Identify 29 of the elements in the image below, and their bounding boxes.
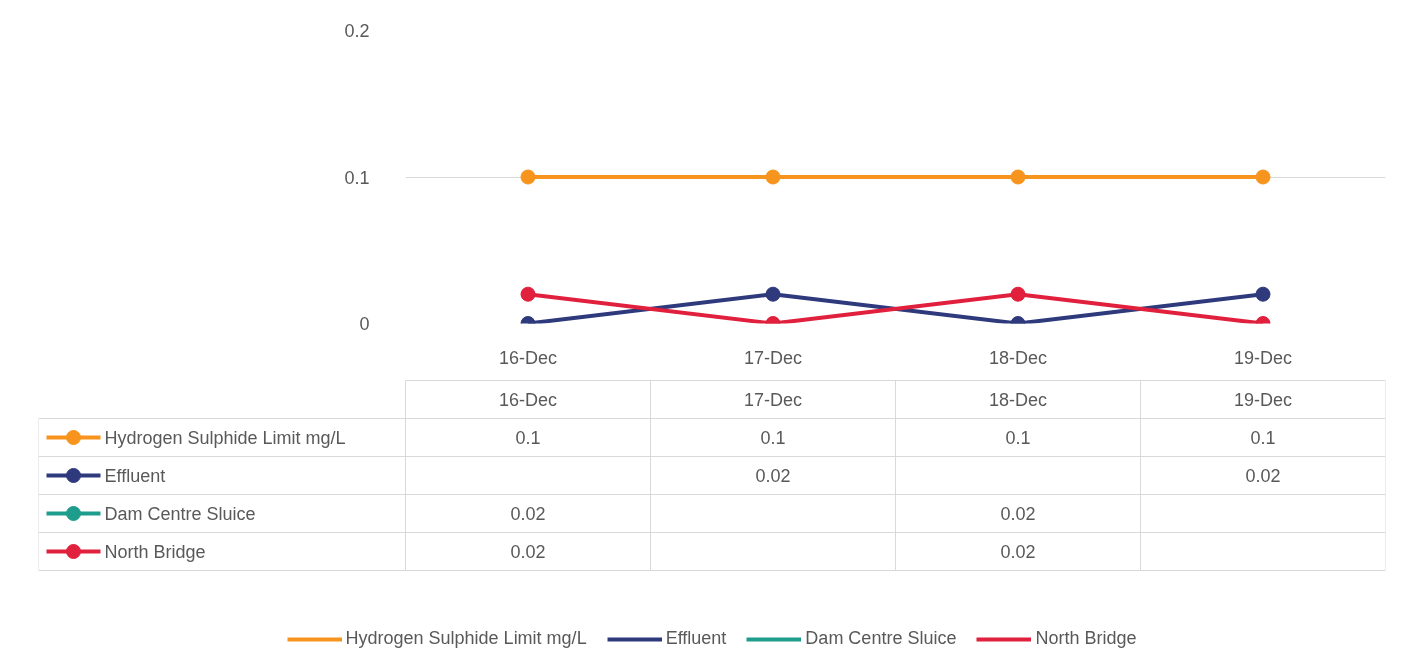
legend-label: North Bridge xyxy=(1035,628,1137,649)
legend-label: Dam Centre Sluice xyxy=(104,503,256,524)
category-label: 17-Dec xyxy=(743,389,803,410)
legend-label: Effluent xyxy=(665,628,727,649)
y-tick-label: 0 xyxy=(359,314,370,334)
text: Dam Centre Sluice xyxy=(805,628,957,648)
y-tick-label: 0.1 xyxy=(344,167,370,188)
data-label: 0.1 xyxy=(1005,428,1031,448)
data-label: 0.1 xyxy=(1250,428,1276,448)
category-label: 16-Dec xyxy=(498,389,558,410)
data-label: 0.1 xyxy=(515,428,541,448)
legend-label: Hydrogen Sulphide Limit mg/L xyxy=(104,427,346,448)
data-label: 0.1 xyxy=(760,428,786,448)
y-tick-label: 0.2 xyxy=(344,21,370,41)
text: 0.02 xyxy=(510,504,546,524)
x-tick-label: 19-Dec xyxy=(1233,347,1293,368)
category-label: 19-Dec xyxy=(1233,389,1293,410)
text: North Bridge xyxy=(104,541,206,562)
x-tick-label: 17-Dec xyxy=(743,347,803,368)
data-label: 0.02 xyxy=(1245,466,1281,486)
text: Hydrogen Sulphide Limit mg/L xyxy=(345,628,587,648)
data-label: 0.02 xyxy=(510,542,546,562)
data-label: 0.02 xyxy=(755,466,791,486)
text: Effluent xyxy=(104,465,166,486)
data-label: 0.02 xyxy=(1000,542,1036,562)
x-tick-label: 16-Dec xyxy=(498,347,558,368)
text: 0.02 xyxy=(1000,504,1036,524)
category-label: 18-Dec xyxy=(988,389,1048,410)
x-tick-label: 18-Dec xyxy=(988,347,1048,368)
